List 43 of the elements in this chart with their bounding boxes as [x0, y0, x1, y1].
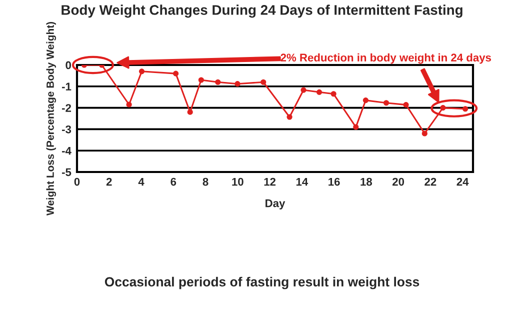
- text: Occasional periods of fasting result in weight loss: [104, 276, 420, 290]
- point: [138, 68, 145, 74]
- y-axis-title: Weight Loss (Percentage Body Weight): [46, 22, 56, 216]
- point: [187, 109, 193, 115]
- x-tick-label: 14: [296, 178, 308, 186]
- point: [215, 79, 221, 85]
- point: [286, 114, 292, 120]
- y-tick-label: 0: [66, 61, 71, 70]
- y-tick-label: -5: [62, 168, 72, 176]
- y-tick-label: -4: [62, 146, 72, 155]
- x-tick-label: 16: [328, 178, 340, 186]
- x-tick-label: 22: [424, 178, 436, 186]
- x-axis-title: Day: [266, 199, 286, 210]
- point: [383, 100, 390, 106]
- x-tick-label: 2: [106, 178, 112, 186]
- point: [316, 89, 322, 95]
- point: [462, 106, 468, 112]
- y-tick-label: -1: [62, 82, 72, 90]
- x-tick-label: 6: [170, 178, 176, 186]
- point: [260, 79, 266, 85]
- point: [353, 124, 359, 130]
- y-tick-label: -3: [62, 125, 72, 134]
- x-tick-label: 10: [232, 178, 244, 186]
- point: [173, 70, 179, 76]
- point: [330, 91, 336, 97]
- y-tick-label: -2: [62, 104, 71, 112]
- x-tick-label: 12: [264, 178, 276, 186]
- x-tick-label: 4: [138, 178, 144, 186]
- point: [300, 87, 306, 93]
- point: [198, 77, 204, 83]
- point: [126, 102, 132, 108]
- x-tick-label: 20: [392, 178, 404, 186]
- text: 2% Reduction in body weight in 24 days: [280, 53, 492, 64]
- point: [362, 98, 368, 104]
- x-tick-label: 24: [456, 178, 469, 186]
- x-tick-label: 8: [202, 178, 208, 186]
- point: [422, 130, 428, 136]
- x-tick-label: 0: [74, 178, 80, 186]
- x-tick-label: 18: [360, 178, 372, 186]
- chart-title: Body Weight Changes During 24 Days of Intermittent Fasting: [62, 4, 462, 18]
- point: [440, 105, 446, 111]
- point: [234, 81, 240, 87]
- point: [403, 102, 409, 108]
